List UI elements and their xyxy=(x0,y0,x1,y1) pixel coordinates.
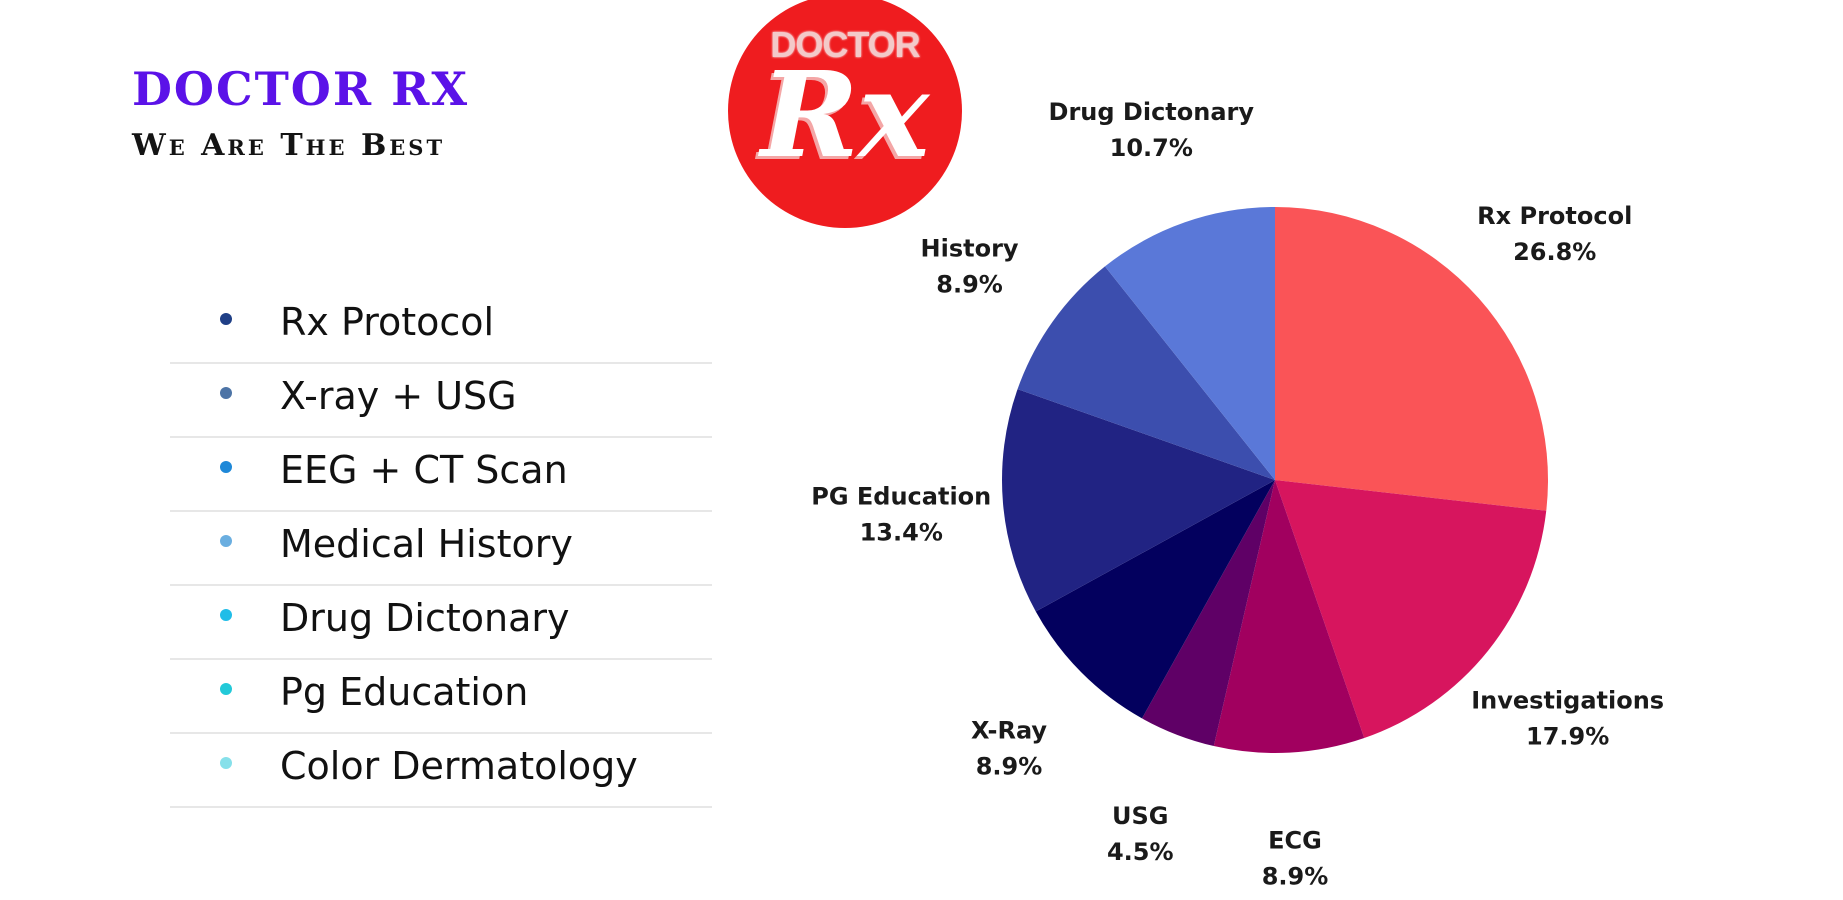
list-item-label: Pg Education xyxy=(280,670,529,714)
slice-percent-label: 8.9% xyxy=(936,270,1003,298)
logo-top-text: DOCTOR xyxy=(770,24,920,65)
slice-percent-label: 17.9% xyxy=(1526,722,1609,750)
slice-percent-label: 26.8% xyxy=(1513,238,1596,266)
slice-label: ECG xyxy=(1268,826,1322,854)
slice-percent-label: 8.9% xyxy=(976,752,1043,780)
slice-label: Investigations xyxy=(1471,686,1664,714)
bullet-dot-icon xyxy=(220,387,232,399)
list-item-label: Rx Protocol xyxy=(280,300,495,344)
feature-list: Rx Protocol X-ray + USG EEG + CT Scan Me… xyxy=(170,290,712,808)
list-item: Medical History xyxy=(170,512,712,586)
brand-title: DOCTOR RX xyxy=(132,62,470,116)
list-item-label: EEG + CT Scan xyxy=(280,448,568,492)
bullet-dot-icon xyxy=(220,313,232,325)
slice-label: USG xyxy=(1112,802,1168,830)
slice-label: X-Ray xyxy=(971,716,1047,744)
bullet-dot-icon xyxy=(220,535,232,547)
pie-slice-history xyxy=(1017,266,1275,480)
slice-percent-label: 10.7% xyxy=(1110,134,1193,162)
bullet-dot-icon xyxy=(220,461,232,473)
list-item: Pg Education xyxy=(170,660,712,734)
slice-label: History xyxy=(921,234,1019,262)
brand-tagline: We Are The Best xyxy=(132,128,446,163)
bullet-dot-icon xyxy=(220,683,232,695)
list-item-label: Color Dermatology xyxy=(280,744,638,788)
slice-percent-label: 13.4% xyxy=(860,519,943,547)
bullet-dot-icon xyxy=(220,757,232,769)
list-item: X-ray + USG xyxy=(170,364,712,438)
slice-label: Rx Protocol xyxy=(1477,202,1632,230)
list-item: Drug Dictonary xyxy=(170,586,712,660)
bullet-dot-icon xyxy=(220,609,232,621)
pie-slice-investigations xyxy=(1275,480,1547,739)
list-item-label: Drug Dictonary xyxy=(280,596,570,640)
pie-slice-ecg xyxy=(1213,480,1365,753)
pie-slice-rx-protocol xyxy=(1275,207,1548,511)
slice-percent-label: 4.5% xyxy=(1107,838,1174,866)
list-item: Color Dermatology xyxy=(170,734,712,808)
pie-slice-usg xyxy=(1141,480,1275,747)
doctor-rx-logo: DOCTOR Rx xyxy=(728,0,962,228)
logo-main-text: Rx xyxy=(760,45,930,184)
pie-slice-drug-dictonary xyxy=(1104,207,1275,480)
slice-label: Drug Dictonary xyxy=(1049,98,1255,126)
list-item-label: X-ray + USG xyxy=(280,374,517,418)
slice-percent-label: 8.9% xyxy=(1262,862,1329,890)
pie-slice-pg-education xyxy=(1002,389,1275,612)
list-item: EEG + CT Scan xyxy=(170,438,712,512)
list-item-label: Medical History xyxy=(280,522,573,566)
pie-slice-x-ray xyxy=(1035,480,1275,719)
slice-label: PG Education xyxy=(811,483,991,511)
list-item: Rx Protocol xyxy=(170,290,712,364)
